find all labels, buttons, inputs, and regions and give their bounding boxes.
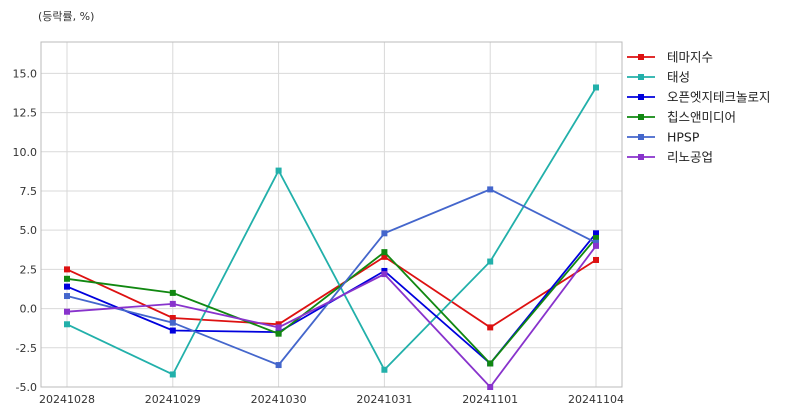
y-tick-label: 5.0 <box>20 224 38 237</box>
data-point <box>169 371 176 378</box>
series-line <box>66 188 597 367</box>
legend-item: 리노공업 <box>627 150 713 165</box>
legend-marker <box>638 74 644 80</box>
data-point <box>381 253 388 260</box>
y-tick-label: 7.5 <box>20 185 38 198</box>
legend-item: 테마지수 <box>627 50 713 65</box>
x-tick-label: 20241031 <box>356 393 412 406</box>
data-point <box>64 275 70 282</box>
y-axis: -5.0 -2.5 0.0 2.5 5.0 7.5 10.0 12.5 15.0 <box>13 67 38 394</box>
x-tick-label: 20241028 <box>39 393 95 406</box>
data-point <box>64 321 70 328</box>
legend-label: 리노공업 <box>667 150 713 165</box>
data-point <box>275 321 282 328</box>
grid <box>41 42 622 388</box>
unit-label: (등락률, %) <box>38 10 94 23</box>
legend-item: 태성 <box>627 70 690 85</box>
y-tick-label: 0.0 <box>20 303 38 316</box>
data-point <box>381 366 388 373</box>
data-point <box>381 271 388 278</box>
data-point <box>593 256 599 263</box>
y-tick-label: 15.0 <box>13 67 38 80</box>
data-point <box>169 300 176 307</box>
data-point <box>593 84 599 91</box>
data-point <box>275 167 282 174</box>
y-tick-label: -5.0 <box>16 381 37 394</box>
data-point <box>487 360 494 367</box>
data-point <box>275 362 282 369</box>
data-point <box>593 230 599 237</box>
series-group <box>64 84 599 390</box>
data-point <box>487 186 494 193</box>
data-point <box>64 293 70 300</box>
legend-marker <box>638 134 644 140</box>
series-4 <box>64 186 599 369</box>
legend-marker <box>638 154 644 160</box>
data-point <box>487 258 494 265</box>
legend-label: 칩스앤미디어 <box>667 110 736 125</box>
x-tick-label: 20241029 <box>145 393 201 406</box>
series-line <box>66 255 597 329</box>
data-point <box>169 315 176 321</box>
series-5 <box>64 242 599 390</box>
x-tick-label: 20241101 <box>462 393 518 406</box>
data-point <box>275 324 282 331</box>
data-point <box>169 289 176 296</box>
data-point <box>169 319 176 326</box>
data-point <box>169 327 176 334</box>
series-3 <box>64 235 599 367</box>
data-point <box>381 230 388 237</box>
data-point <box>487 324 494 331</box>
legend-marker <box>638 114 644 120</box>
y-tick-label: 2.5 <box>20 263 38 276</box>
x-axis: 20241028 20241029 20241030 20241031 20241101… <box>39 393 624 406</box>
series-0 <box>64 253 599 331</box>
data-point <box>487 384 494 390</box>
data-point <box>64 283 70 290</box>
legend-item: HPSP <box>627 130 700 145</box>
legend-label: 테마지수 <box>667 50 713 65</box>
legend-item: 칩스앤미디어 <box>627 110 736 125</box>
y-tick-label: 12.5 <box>13 107 38 120</box>
x-tick-label: 20241104 <box>568 393 624 406</box>
data-point <box>275 330 282 337</box>
series-1 <box>64 84 599 378</box>
legend-item: 오픈엣지테크놀로지 <box>627 90 771 105</box>
data-point <box>593 235 599 242</box>
data-point <box>593 239 599 246</box>
legend-label: 오픈엣지테크놀로지 <box>667 90 771 105</box>
x-tick-label: 20241030 <box>251 393 307 406</box>
series-line <box>66 237 597 365</box>
legend-marker <box>638 94 644 100</box>
legend-marker <box>638 54 644 60</box>
y-tick-label: -2.5 <box>16 342 37 355</box>
series-line <box>66 245 597 389</box>
data-point <box>381 267 388 274</box>
data-point <box>381 249 388 256</box>
data-point <box>64 308 70 315</box>
legend-label: HPSP <box>667 130 700 145</box>
series-line <box>66 87 597 376</box>
legend-label: 태성 <box>667 70 690 85</box>
y-tick-label: 10.0 <box>13 146 38 159</box>
data-point <box>64 266 70 273</box>
plot-frame <box>40 41 623 388</box>
data-point <box>593 242 599 249</box>
